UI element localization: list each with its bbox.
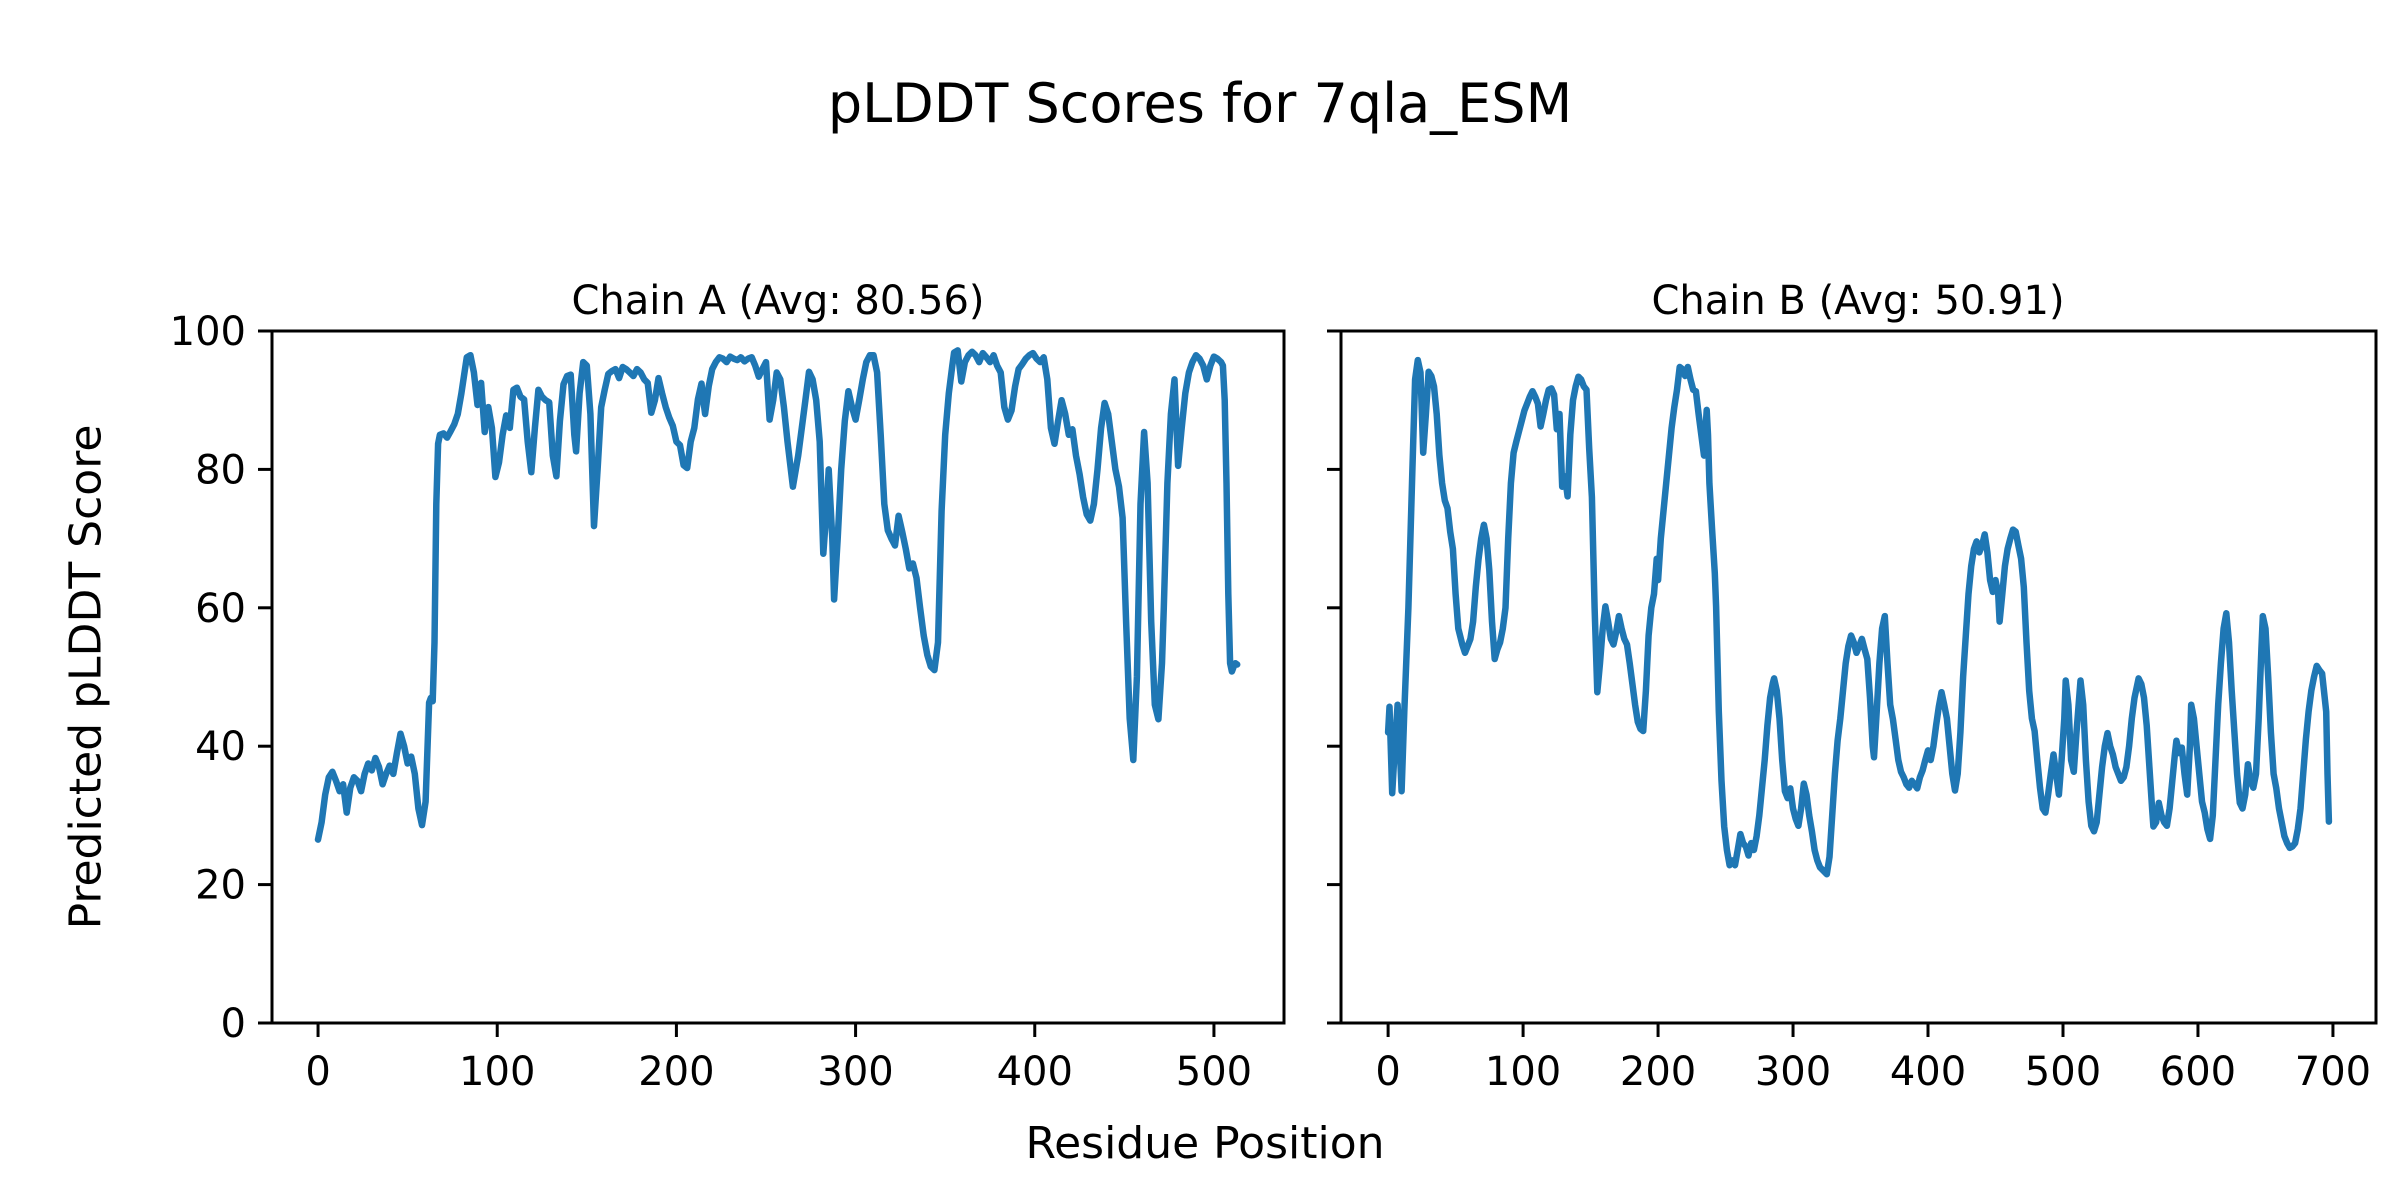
chain-b-xtick-label: 0 bbox=[1375, 1049, 1400, 1095]
chain-a-plddt-line bbox=[314, 347, 1241, 843]
chain-b-xtick-label: 100 bbox=[1485, 1049, 1561, 1095]
chain-a-spines bbox=[270, 329, 1286, 1025]
chain-b-plddt-line bbox=[1384, 356, 2333, 878]
chain-b-axes: 0 100 200 300 400 500 600 700 bbox=[1327, 329, 2378, 1095]
chain-a-ytick-label: 0 bbox=[221, 1001, 246, 1047]
chain-a-xtick-label: 200 bbox=[638, 1049, 714, 1095]
chain-a-xtick-label: 100 bbox=[459, 1049, 535, 1095]
chain-a-ytick-label: 60 bbox=[195, 586, 246, 632]
chain-b-xtick-label: 600 bbox=[2160, 1049, 2236, 1095]
chain-b-xtick-label: 400 bbox=[1890, 1049, 1966, 1095]
chain-b-spines bbox=[1339, 329, 2378, 1025]
x-axis-label: Residue Position bbox=[1025, 1118, 1385, 1169]
chain-a-xtick-label: 400 bbox=[997, 1049, 1073, 1095]
chain-a-ytick-label: 80 bbox=[195, 447, 246, 493]
figure-title: pLDDT Scores for 7qla_ESM bbox=[827, 72, 1573, 135]
chain-a-xtick-label: 500 bbox=[1176, 1049, 1252, 1095]
chain-a-xtick-label: 300 bbox=[817, 1049, 893, 1095]
chain-a-ytick-label: 100 bbox=[170, 309, 246, 355]
chain-b-xtick-label: 500 bbox=[2025, 1049, 2101, 1095]
chain-b-xtick-label: 200 bbox=[1620, 1049, 1696, 1095]
chain-a-ytick-label: 20 bbox=[195, 863, 246, 909]
chain-a-xtick-label: 0 bbox=[305, 1049, 330, 1095]
chain-b-subplot-title: Chain B (Avg: 50.91) bbox=[1651, 278, 2065, 324]
chain-a-axes: 0 100 200 300 400 500 0 20 40 60 80 100 bbox=[170, 309, 1286, 1095]
chain-b-xtick-label: 700 bbox=[2295, 1049, 2371, 1095]
chain-a-subplot-title: Chain A (Avg: 80.56) bbox=[571, 278, 985, 324]
chain-b-xtick-label: 300 bbox=[1755, 1049, 1831, 1095]
chain-a-ytick-label: 40 bbox=[195, 724, 246, 770]
